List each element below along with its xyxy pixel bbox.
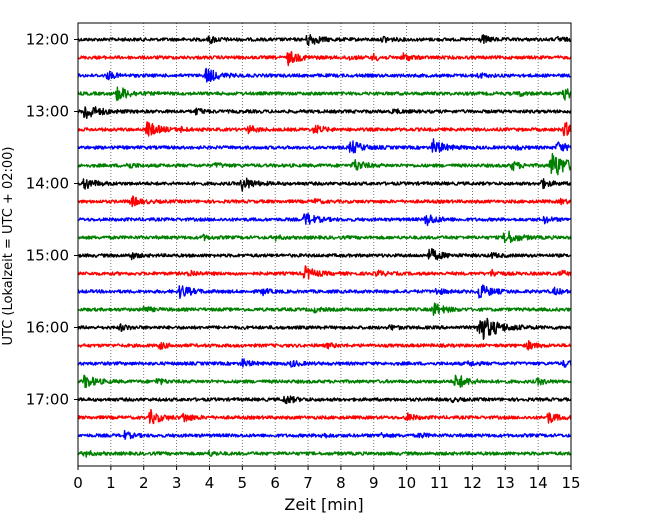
x-tick-label: 15 [561,474,580,492]
x-axis-label: Zeit [min] [284,495,363,514]
seismic-trace [77,265,572,280]
x-tick-label: 0 [73,474,83,492]
x-axis: 0 1 2 3 4 5 6 7 8 9 10 11 12 13 14 15 [73,466,581,492]
seismic-trace [77,152,572,176]
y-tick-label: 16:00 [26,319,69,337]
seismic-trace [77,317,572,340]
x-tick-label: 14 [529,474,548,492]
seismic-trace [77,106,572,119]
x-tick-label: 6 [270,474,280,492]
seismic-trace [77,358,572,368]
x-tick-label: 12 [463,474,482,492]
seismic-trace [77,302,572,316]
seismic-trace [77,67,572,83]
seismic-trace [77,33,572,47]
seismic-trace [77,395,572,405]
x-tick-label: 3 [172,474,182,492]
y-tick-label: 15:00 [26,247,69,265]
grid-lines [110,23,539,466]
x-tick-label: 13 [496,474,515,492]
seismic-trace [77,121,572,137]
seismic-trace [77,177,572,192]
x-tick-label: 8 [336,474,346,492]
seismic-traces [77,33,572,458]
x-tick-label: 4 [205,474,215,492]
plot-frame [77,22,572,467]
y-tick-label: 12:00 [26,31,69,49]
y-axis-label: UTC (Lokalzeit = UTC + 02:00) [1,147,16,346]
seismic-trace [77,86,572,102]
y-tick-label: 13:00 [26,103,69,121]
seismic-trace [77,374,572,389]
x-tick-label: 11 [430,474,449,492]
seismic-trace [77,230,572,244]
seismic-trace [77,247,572,261]
y-tick-label: 14:00 [26,175,69,193]
seismic-trace [77,449,572,458]
seismic-trace [77,50,572,67]
seismic-trace [77,429,572,440]
x-tick-label: 2 [139,474,149,492]
seismic-trace [77,138,572,154]
seismic-trace [77,408,572,425]
x-tick-label: 7 [303,474,313,492]
seismic-trace [77,340,572,351]
x-tick-label: 1 [106,474,116,492]
y-axis: 12:00 13:00 14:00 15:00 16:00 17:00 [26,31,78,409]
y-tick-label: 17:00 [26,391,69,409]
x-tick-label: 10 [397,474,416,492]
seismic-trace [77,284,572,299]
x-tick-label: 9 [369,474,379,492]
seismic-trace [77,212,572,227]
x-tick-label: 5 [238,474,248,492]
seismic-trace [77,195,572,208]
